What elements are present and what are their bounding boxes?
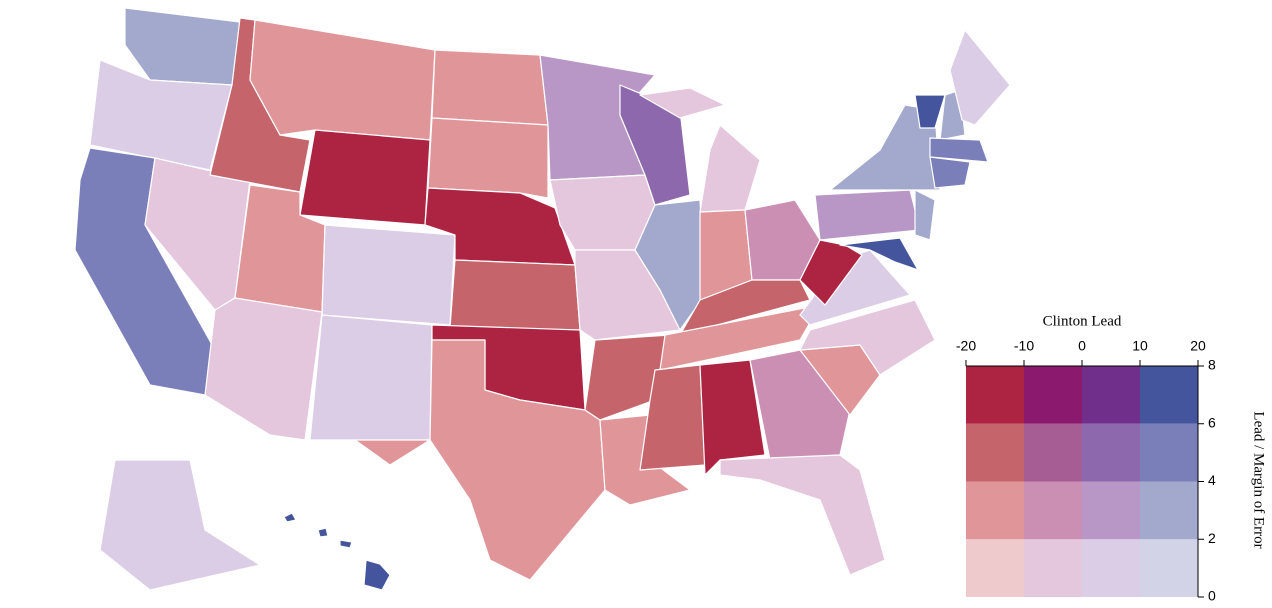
state [634,199,706,331]
state [699,124,761,213]
legend-cell [966,539,1024,597]
state [914,94,946,129]
state [321,224,456,326]
legend-cell [1082,539,1140,597]
state [929,156,971,189]
state [584,334,671,421]
state [679,279,811,336]
state [639,364,706,471]
legend-cell [1140,481,1198,540]
state [431,49,549,126]
legend-cell [966,481,1024,540]
legend-cell [1140,366,1198,424]
state [914,189,936,241]
x-tick-label: 0 [1078,338,1086,354]
state [317,527,329,538]
state [363,559,391,591]
x-tick-label: -10 [1014,338,1034,354]
legend-cell [1024,366,1082,424]
state [309,314,433,441]
legend-cell [1024,481,1082,540]
state [639,87,726,119]
state [99,459,261,591]
x-tick-label: -20 [956,338,976,354]
state [339,539,353,549]
state [427,117,549,199]
legend-cell [1082,423,1140,482]
state [929,137,989,163]
state [124,7,241,86]
state [719,454,886,576]
legend-cell [966,423,1024,482]
legend: Clinton Lead Lead / Margin of Error -20 -… [956,313,1267,603]
state [283,512,297,523]
x-tick-label: 10 [1132,338,1148,354]
us-map [74,7,1011,591]
legend-cell [1140,423,1198,482]
state [699,359,766,476]
state [799,299,936,376]
legend-cell [1024,539,1082,597]
y-tick-label: 8 [1208,357,1216,373]
legend-cell [966,366,1024,424]
state [949,29,1011,126]
legend-cell [1024,423,1082,482]
x-tick-label: 20 [1190,338,1206,354]
state [814,189,921,241]
state [299,129,431,226]
state [354,339,606,581]
state [839,237,919,271]
legend-cell [1082,481,1140,540]
y-tick-label: 4 [1208,472,1216,488]
legend-cell [1140,539,1198,597]
y-tick-label: 0 [1208,588,1216,604]
y-tick-label: 2 [1208,530,1216,546]
state [799,239,863,306]
state [449,259,581,331]
state [749,349,851,461]
state [659,304,821,371]
state [204,297,323,441]
legend-y-label: Lead / Margin of Error [1251,411,1267,548]
y-tick-label: 6 [1208,414,1216,430]
state [249,19,436,141]
legend-cell [1082,366,1140,424]
legend-title: Clinton Lead [1043,313,1122,329]
